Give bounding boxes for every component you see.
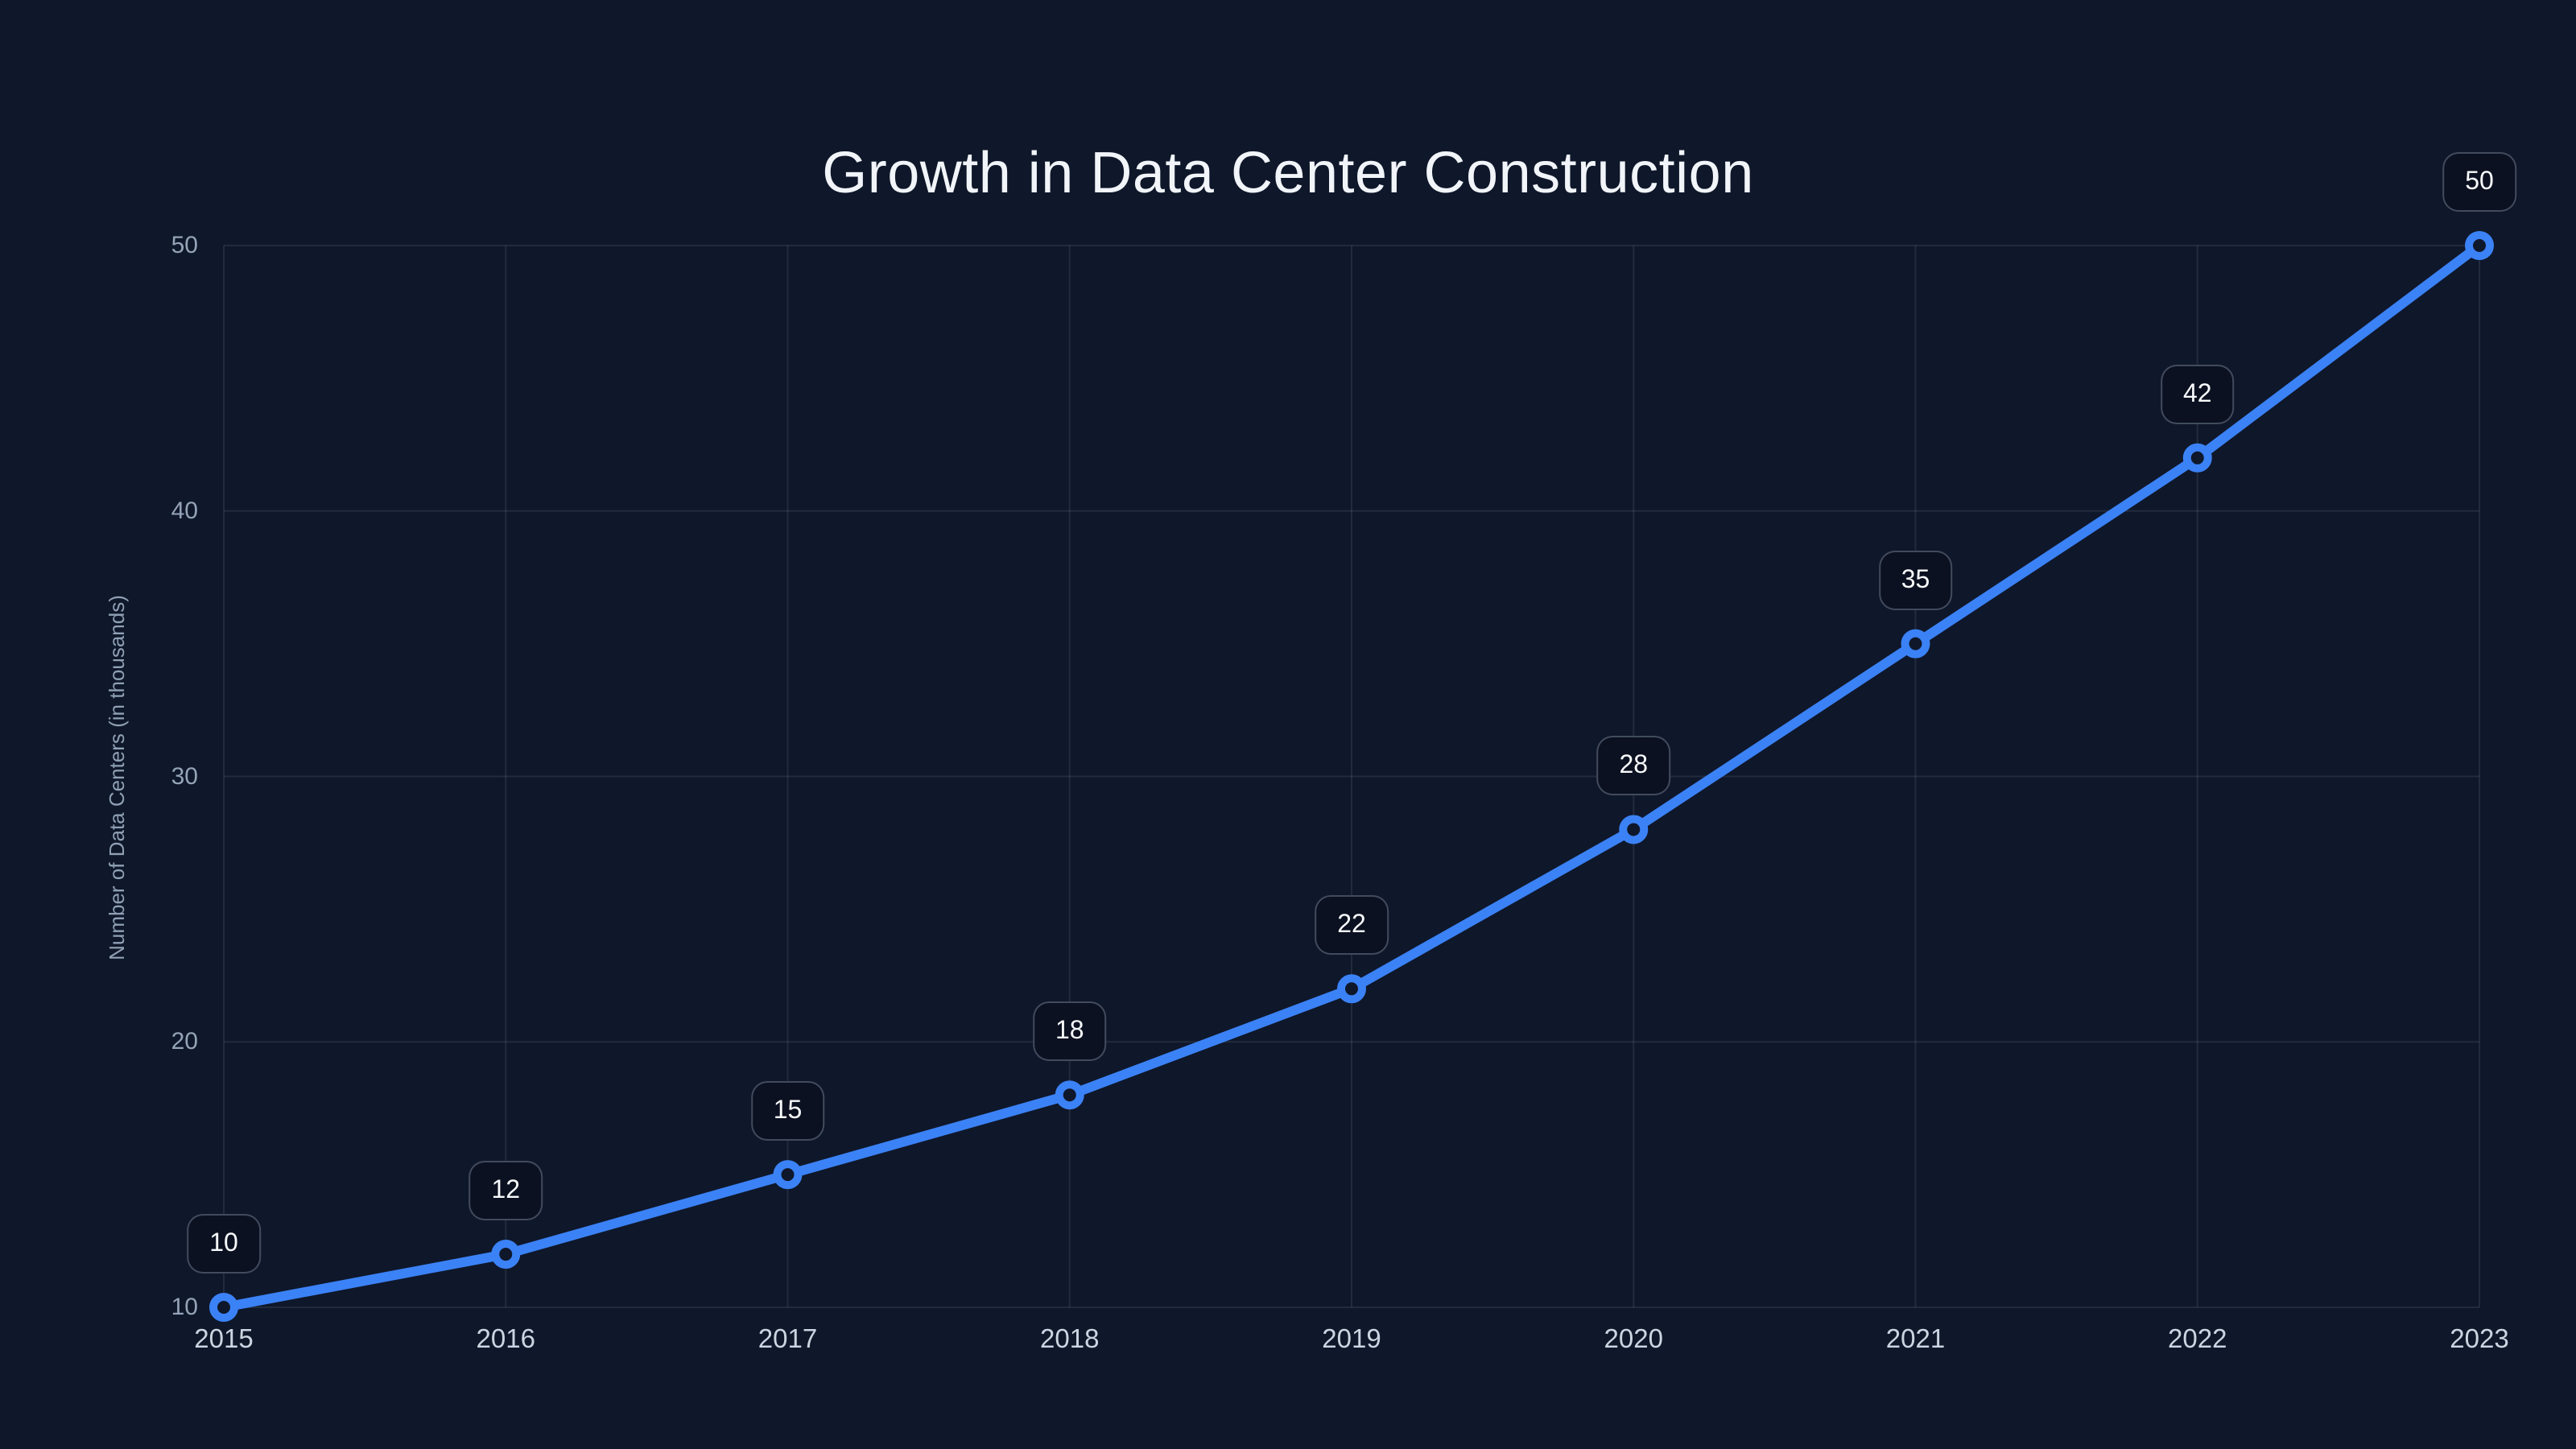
data-point-label: 18 xyxy=(1032,1001,1107,1062)
x-tick-label: 2019 xyxy=(1322,1323,1381,1353)
y-tick-label: 20 xyxy=(171,1028,198,1055)
x-tick-label: 2020 xyxy=(1604,1323,1663,1353)
data-point-label: 12 xyxy=(469,1161,543,1221)
x-tick-label: 2017 xyxy=(758,1323,818,1353)
data-point-label: 22 xyxy=(1315,895,1389,956)
data-point-label: 42 xyxy=(2160,364,2235,424)
y-tick-label: 10 xyxy=(171,1294,198,1320)
data-point-label: 35 xyxy=(1878,550,1953,610)
data-point-marker[interactable] xyxy=(1337,974,1366,1004)
x-tick-label: 2015 xyxy=(194,1323,254,1353)
data-point-marker[interactable] xyxy=(491,1240,521,1269)
chart-title: Growth in Data Center Construction xyxy=(822,141,1754,206)
x-tick-label: 2021 xyxy=(1885,1323,1946,1353)
data-point-marker[interactable] xyxy=(773,1160,803,1190)
data-point-label: 15 xyxy=(750,1081,825,1141)
x-tick-label: 2016 xyxy=(476,1323,535,1353)
x-tick-label: 2023 xyxy=(2450,1323,2509,1353)
y-tick-label: 40 xyxy=(171,497,198,524)
data-point-label: 10 xyxy=(187,1214,261,1274)
data-point-marker[interactable] xyxy=(1901,629,1930,658)
x-tick-label: 2022 xyxy=(2168,1323,2227,1353)
data-point-marker[interactable] xyxy=(2465,231,2494,260)
x-tick-label: 2018 xyxy=(1040,1323,1100,1353)
data-point-marker[interactable] xyxy=(2182,443,2212,473)
data-point-marker[interactable] xyxy=(209,1293,238,1322)
data-point-label: 28 xyxy=(1596,736,1671,796)
data-point-marker[interactable] xyxy=(1055,1080,1084,1110)
data-point-label: 50 xyxy=(2442,152,2516,212)
y-tick-label: 30 xyxy=(171,762,198,790)
y-tick-label: 50 xyxy=(171,232,198,258)
data-point-marker[interactable] xyxy=(1619,815,1649,844)
